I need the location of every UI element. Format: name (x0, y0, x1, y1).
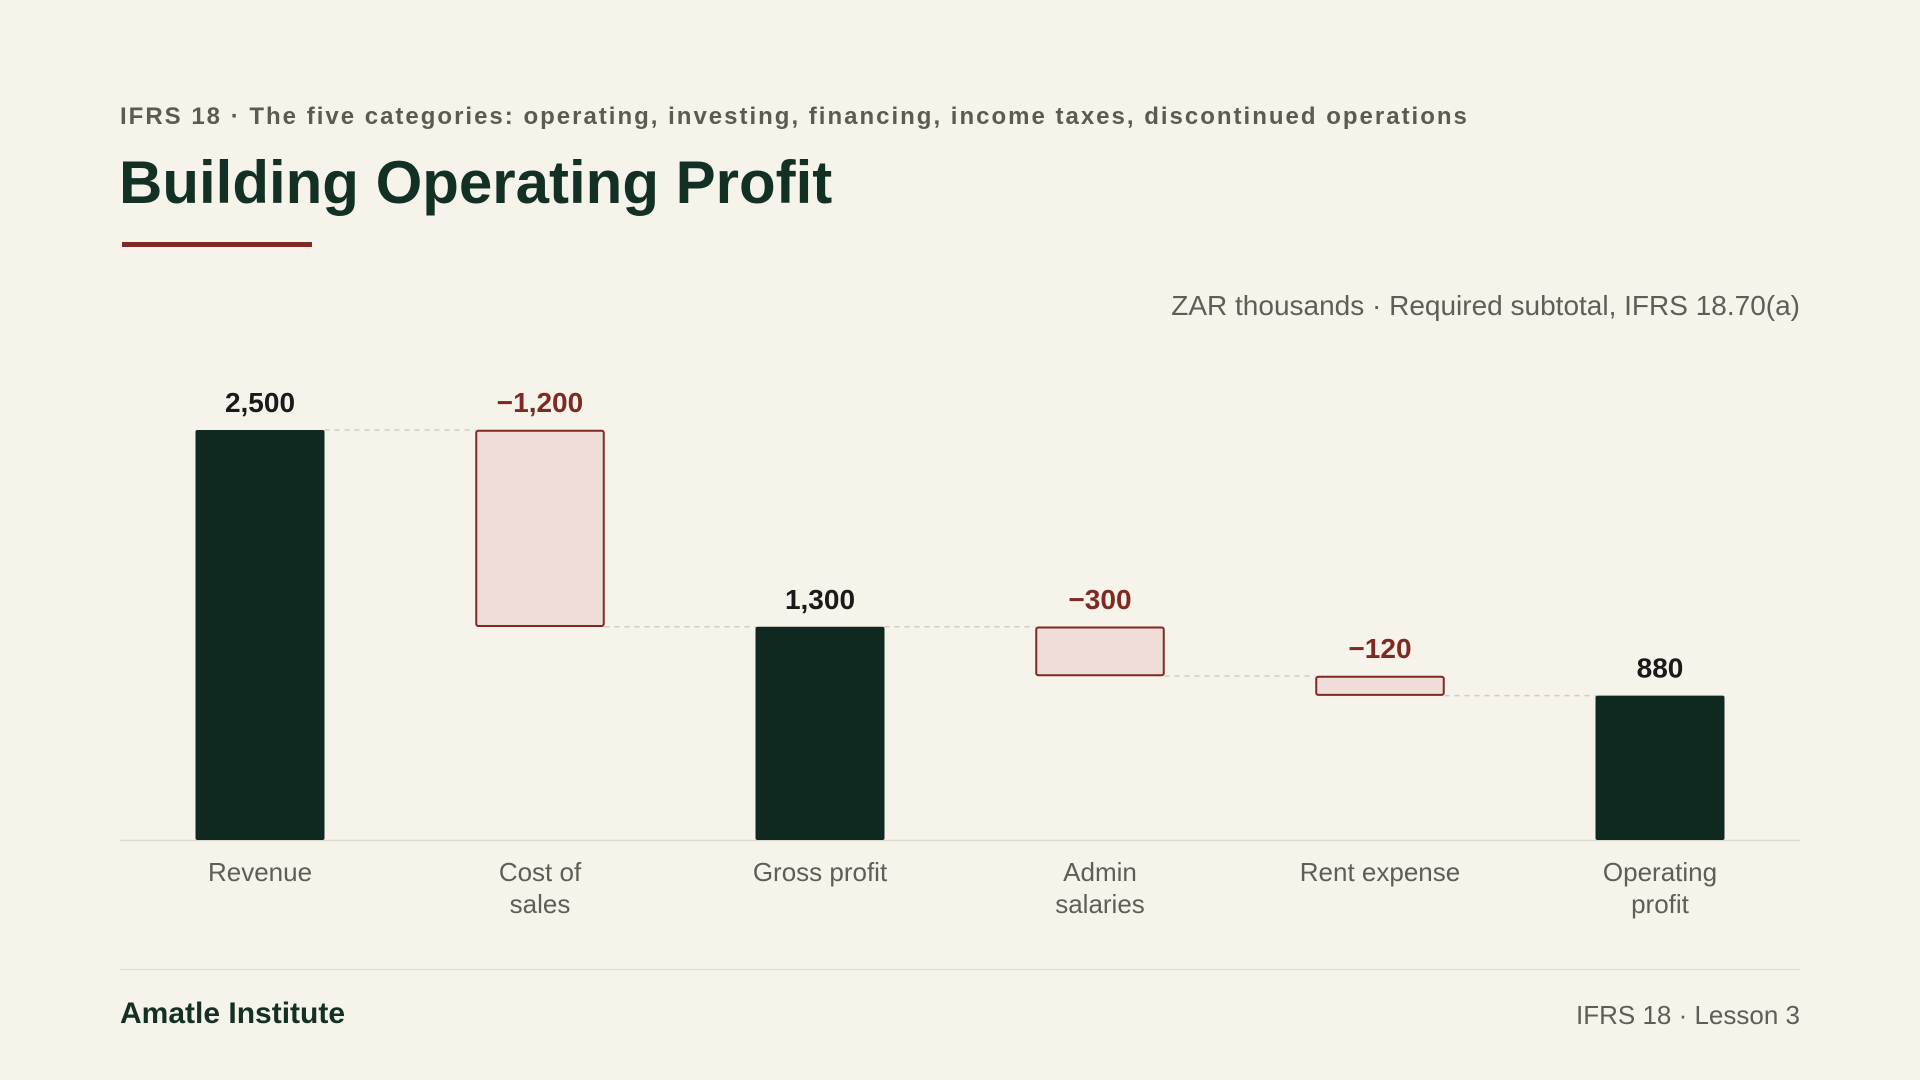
lesson-label: IFRS 18 · Lesson 3 (1576, 1000, 1800, 1030)
page-title: Building Operating Profit (119, 149, 833, 216)
total-bar (1595, 695, 1725, 840)
value-label: −120 (1348, 633, 1411, 664)
footer-divider (120, 969, 1800, 970)
decrease-bar (1315, 675, 1445, 696)
category-label: Admin salaries (1055, 857, 1145, 919)
category-label: Gross profit (753, 857, 888, 887)
chart-units-note: ZAR thousands · Required subtotal, IFRS … (1171, 290, 1800, 321)
value-label: −300 (1068, 584, 1131, 615)
value-label: −1,200 (497, 387, 583, 418)
decrease-bar (1035, 626, 1165, 677)
title-underline (122, 242, 312, 247)
total-bar (195, 430, 325, 840)
brand-name: Amatle Institute (120, 997, 346, 1030)
category-label: Revenue (208, 857, 312, 887)
value-label: 2,500 (225, 387, 295, 418)
value-label: 880 (1637, 653, 1684, 684)
waterfall-chart: 2,500 Revenue −1,200 Cost of sales 1,300 Gross… (120, 387, 1800, 919)
total-bar (755, 626, 885, 840)
category-label: Cost of sales (499, 857, 582, 919)
value-label: 1,300 (785, 584, 855, 615)
eyebrow: IFRS 18 · The five categories: operating… (120, 103, 1469, 130)
decrease-bar (475, 429, 605, 628)
category-label: Rent expense (1300, 857, 1460, 887)
category-label: Operating profit (1603, 857, 1717, 919)
